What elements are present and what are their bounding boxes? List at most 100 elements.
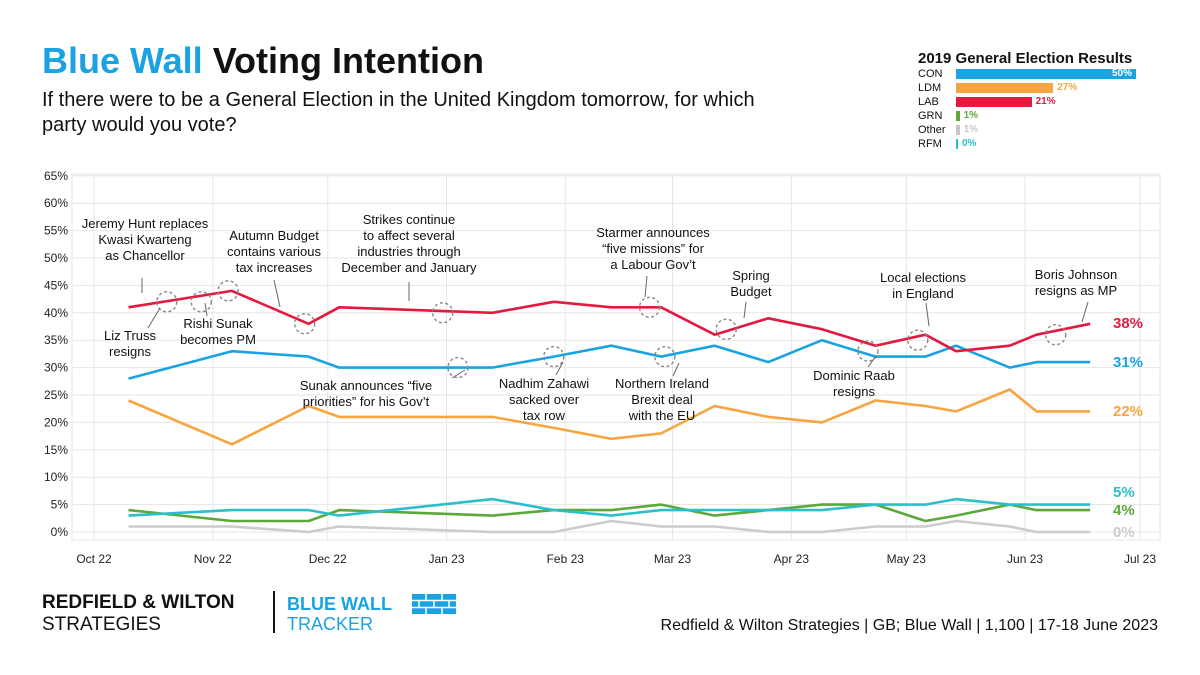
annotation-text: Sunak announces “five <box>300 378 432 393</box>
results-row-rfm: RFM 0% <box>918 137 1168 151</box>
x-tick-label: Oct 22 <box>76 552 112 566</box>
annotation-text: Jeremy Hunt replaces <box>82 216 209 231</box>
series-line-other <box>128 519 1091 534</box>
annotation-text: becomes PM <box>180 332 256 347</box>
results-value: 27% <box>1057 82 1078 93</box>
company-logo-line2: STRATEGIES <box>42 614 161 635</box>
annotation-text: Local elections <box>880 270 966 285</box>
tracker-logo-line2: TRACKER <box>287 614 374 634</box>
series-line-lab <box>128 289 1091 353</box>
x-tick-label: Jan 23 <box>428 552 464 566</box>
annotation-text: priorities” for his Gov’t <box>303 394 430 409</box>
annotation-marker <box>156 291 178 313</box>
title-rest: Voting Intention <box>212 40 484 81</box>
annotation-text: Northern Ireland <box>615 376 709 391</box>
results-row-lab: LAB 21% <box>918 95 1168 109</box>
results-row-grn: GRN 1% <box>918 109 1168 123</box>
annotation-marker <box>857 340 879 362</box>
y-tick-label: 40% <box>44 306 68 320</box>
annotation-text: “five missions” for <box>602 241 705 256</box>
x-tick-label: Nov 22 <box>194 552 232 566</box>
series-end-label-rfm: 5% <box>1113 484 1135 501</box>
page-subtitle: If there were to be a General Election i… <box>42 89 755 136</box>
results-party-label: Other <box>918 124 946 136</box>
annotation-text: Nadhim Zahawi <box>499 376 589 391</box>
annotation-text: to affect several <box>363 228 455 243</box>
annotation-text: resigns <box>833 384 875 399</box>
annotation-leader <box>451 369 466 379</box>
series-line-grn <box>128 503 1091 523</box>
annotation-leader <box>672 362 680 377</box>
series-line-rfm <box>128 497 1091 517</box>
y-tick-label: 55% <box>44 224 68 238</box>
annotation-leader <box>644 275 648 298</box>
results-value: 50% <box>1112 68 1133 79</box>
series-end-label-lab: 38% <box>1113 315 1143 332</box>
annotation-marker <box>447 356 469 379</box>
y-tick-label: 15% <box>44 443 68 457</box>
annotation-leader <box>555 361 564 376</box>
annotation-text: Rishi Sunak <box>183 316 253 331</box>
annotation-leader <box>204 302 208 317</box>
annotation-marker <box>217 280 239 302</box>
y-tick-label: 65% <box>44 169 68 183</box>
results-party-label: LAB <box>918 96 939 108</box>
annotation-text: contains various <box>227 244 321 259</box>
y-tick-label: 35% <box>44 333 68 347</box>
results-party-label: CON <box>918 68 943 80</box>
results-value: 1% <box>963 124 979 135</box>
results-2019-rows: CON 50% LDM 27% LAB 21% GRN 1% Other 1% RFM 0% <box>918 67 1168 151</box>
annotation-marker <box>543 345 565 368</box>
annotation-leader <box>273 279 281 308</box>
annotation-marker <box>654 345 676 368</box>
series-end-label-con: 31% <box>1113 354 1143 371</box>
results-bar <box>956 111 960 121</box>
annotation-marker <box>190 291 212 313</box>
series-line-con <box>128 338 1091 380</box>
results-row-other: Other 1% <box>918 123 1168 137</box>
y-tick-label: 60% <box>44 196 68 210</box>
annotation-leader <box>1081 301 1089 323</box>
annotation-text: Liz Truss <box>104 328 157 343</box>
annotation-marker <box>1045 324 1067 346</box>
series-line-ldm <box>127 388 1091 446</box>
annotation-marker <box>431 302 454 324</box>
annotation-text: resigns <box>109 344 151 359</box>
title-highlight: Blue Wall <box>42 40 203 81</box>
results-party-label: GRN <box>918 110 943 122</box>
annotation-text: sacked over <box>509 392 580 407</box>
plot-frame <box>71 173 1161 541</box>
annotation-text: Budget <box>730 284 772 299</box>
series-end-label-other: 0% <box>1113 524 1135 541</box>
annotation-text: with the EU <box>628 408 695 423</box>
footer-divider <box>273 591 275 633</box>
annotation-marker <box>638 296 661 319</box>
annotation-text: Starmer announces <box>596 225 710 240</box>
y-tick-label: 50% <box>44 251 68 265</box>
annotation-text: December and January <box>341 260 477 275</box>
annotation-text: tax row <box>523 408 566 423</box>
results-bar <box>956 125 960 135</box>
y-tick-label: 45% <box>44 278 68 292</box>
results-bar <box>956 139 958 149</box>
y-tick-label: 25% <box>44 388 68 402</box>
annotation-text: Kwasi Kwarteng <box>98 232 191 247</box>
annotation-text: a Labour Gov’t <box>610 257 696 272</box>
annotation-text: industries through <box>357 244 460 259</box>
x-tick-label: Jun 23 <box>1007 552 1043 566</box>
page-title: Blue Wall Voting Intention <box>42 40 484 82</box>
annotation-leader <box>925 302 930 327</box>
results-row-con: CON 50% <box>918 67 1168 81</box>
y-tick-label: 10% <box>44 470 68 484</box>
results-2019-panel: 2019 General Election Results CON 50% LDM 2… <box>918 50 1168 151</box>
y-tick-label: 30% <box>44 361 68 375</box>
annotation-text: Dominic Raab <box>813 368 895 383</box>
annotation-text: Brexit deal <box>631 392 693 407</box>
annotation-text: Strikes continue <box>363 212 456 227</box>
x-tick-label: Apr 23 <box>774 552 810 566</box>
series-end-label-ldm: 22% <box>1113 403 1143 420</box>
x-tick-label: Feb 23 <box>547 552 585 566</box>
results-value: 1% <box>963 110 979 121</box>
x-tick-label: Mar 23 <box>654 552 692 566</box>
